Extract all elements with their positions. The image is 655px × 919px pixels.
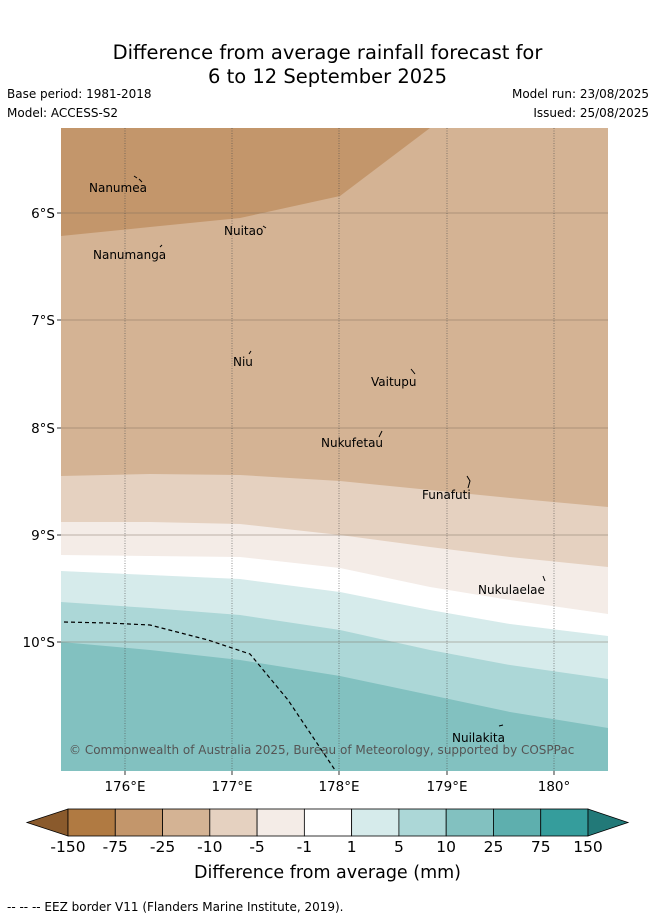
colorbar-tick-label: -1 — [296, 838, 313, 856]
place-label-nanumanga: Nanumanga — [93, 248, 166, 262]
colorbar-segment — [256, 808, 305, 837]
colorbar-tick-label: 1 — [346, 838, 357, 856]
lat-label-8s: 8°S — [31, 421, 55, 437]
base-period: Base period: 1981-2018 — [7, 87, 152, 101]
colorbar-segment — [209, 808, 258, 837]
lat-label-7s: 7°S — [31, 313, 55, 329]
lat-label-10s: 10°S — [23, 635, 56, 651]
colorbar-tick-label: 25 — [483, 838, 504, 856]
lon-label-177e: 177°E — [211, 779, 252, 795]
colorbar-tick-label: -75 — [102, 838, 128, 856]
place-label-nukulaelae: Nukulaelae — [478, 583, 545, 597]
rainfall-map: Nanumea Nuitao Nanumanga Niu Vaitupu Nuk… — [23, 128, 608, 795]
lon-label-179e: 179°E — [426, 779, 467, 795]
colorbar-arrow-low — [25, 808, 69, 837]
nukufetau-island-shape — [378, 430, 383, 438]
copyright-notice: © Commonwealth of Australia 2025, Bureau… — [69, 743, 574, 757]
colorbar-tick-label: -150 — [50, 838, 86, 856]
lat-label-6s: 6°S — [31, 206, 55, 222]
lat-label-9s: 9°S — [31, 528, 55, 544]
colorbar-tick-label: -10 — [197, 838, 223, 856]
band-minus25-minus10 — [61, 128, 608, 507]
colorbar-tick-label: 150 — [573, 838, 603, 856]
colorbar-tick-label: 10 — [436, 838, 457, 856]
eez-border — [63, 621, 336, 771]
place-label-nuitao: Nuitao — [224, 224, 263, 238]
model-name: Model: ACCESS-S2 — [7, 106, 119, 120]
nuilakita-island-shape — [498, 724, 504, 727]
lon-label-180: 180° — [538, 779, 571, 795]
colorbar-tick-label: -25 — [149, 838, 176, 856]
colorbar-segment — [351, 808, 400, 837]
nukulaelae-island-shape — [542, 575, 546, 582]
colorbar-arrow-high — [587, 808, 630, 837]
issued-date: Issued: 25/08/2025 — [533, 106, 649, 120]
colorbar — [25, 808, 630, 837]
place-label-nanumea: Nanumea — [89, 181, 147, 195]
lon-label-178e: 178°E — [318, 779, 359, 795]
colorbar-tick-label: 75 — [530, 838, 551, 856]
nanumea-island-shape — [133, 175, 143, 183]
colorbar-segment — [493, 808, 542, 837]
colorbar-segment — [114, 808, 163, 837]
nuitao-island-shape — [262, 225, 267, 229]
model-run: Model run: 23/08/2025 — [511, 87, 649, 101]
chart-title-line1: Difference from average rainfall forecas… — [112, 41, 543, 64]
place-label-nukufetau: Nukufetau — [321, 436, 383, 450]
colorbar-segment — [162, 808, 211, 837]
funafuti-island-shape — [466, 475, 471, 489]
colorbar-segment — [540, 808, 589, 837]
lon-label-176e: 176°E — [104, 779, 145, 795]
colorbar-segment — [303, 808, 353, 837]
colorbar-tick-label: -5 — [249, 838, 265, 856]
chart-title-line2: 6 to 12 September 2025 — [208, 65, 447, 88]
place-label-vaitupu: Vaitupu — [371, 375, 417, 389]
colorbar-tick-label: 5 — [393, 838, 404, 856]
colorbar-segment — [445, 808, 494, 837]
place-label-niu: Niu — [233, 355, 253, 369]
colorbar-segment — [398, 808, 447, 837]
niu-island-shape — [248, 350, 252, 355]
colorbar-segment — [67, 808, 116, 837]
vaitupu-island-shape — [410, 368, 416, 375]
nanumanga-island-shape — [159, 244, 163, 248]
band-minus75-minus25 — [61, 128, 430, 236]
eez-footnote: -- -- -- EEZ border V11 (Flanders Marine… — [7, 900, 344, 914]
place-label-nuilakita: Nuilakita — [452, 731, 505, 745]
place-label-funafuti: Funafuti — [422, 488, 471, 502]
colorbar-title: Difference from average (mm) — [193, 863, 462, 883]
